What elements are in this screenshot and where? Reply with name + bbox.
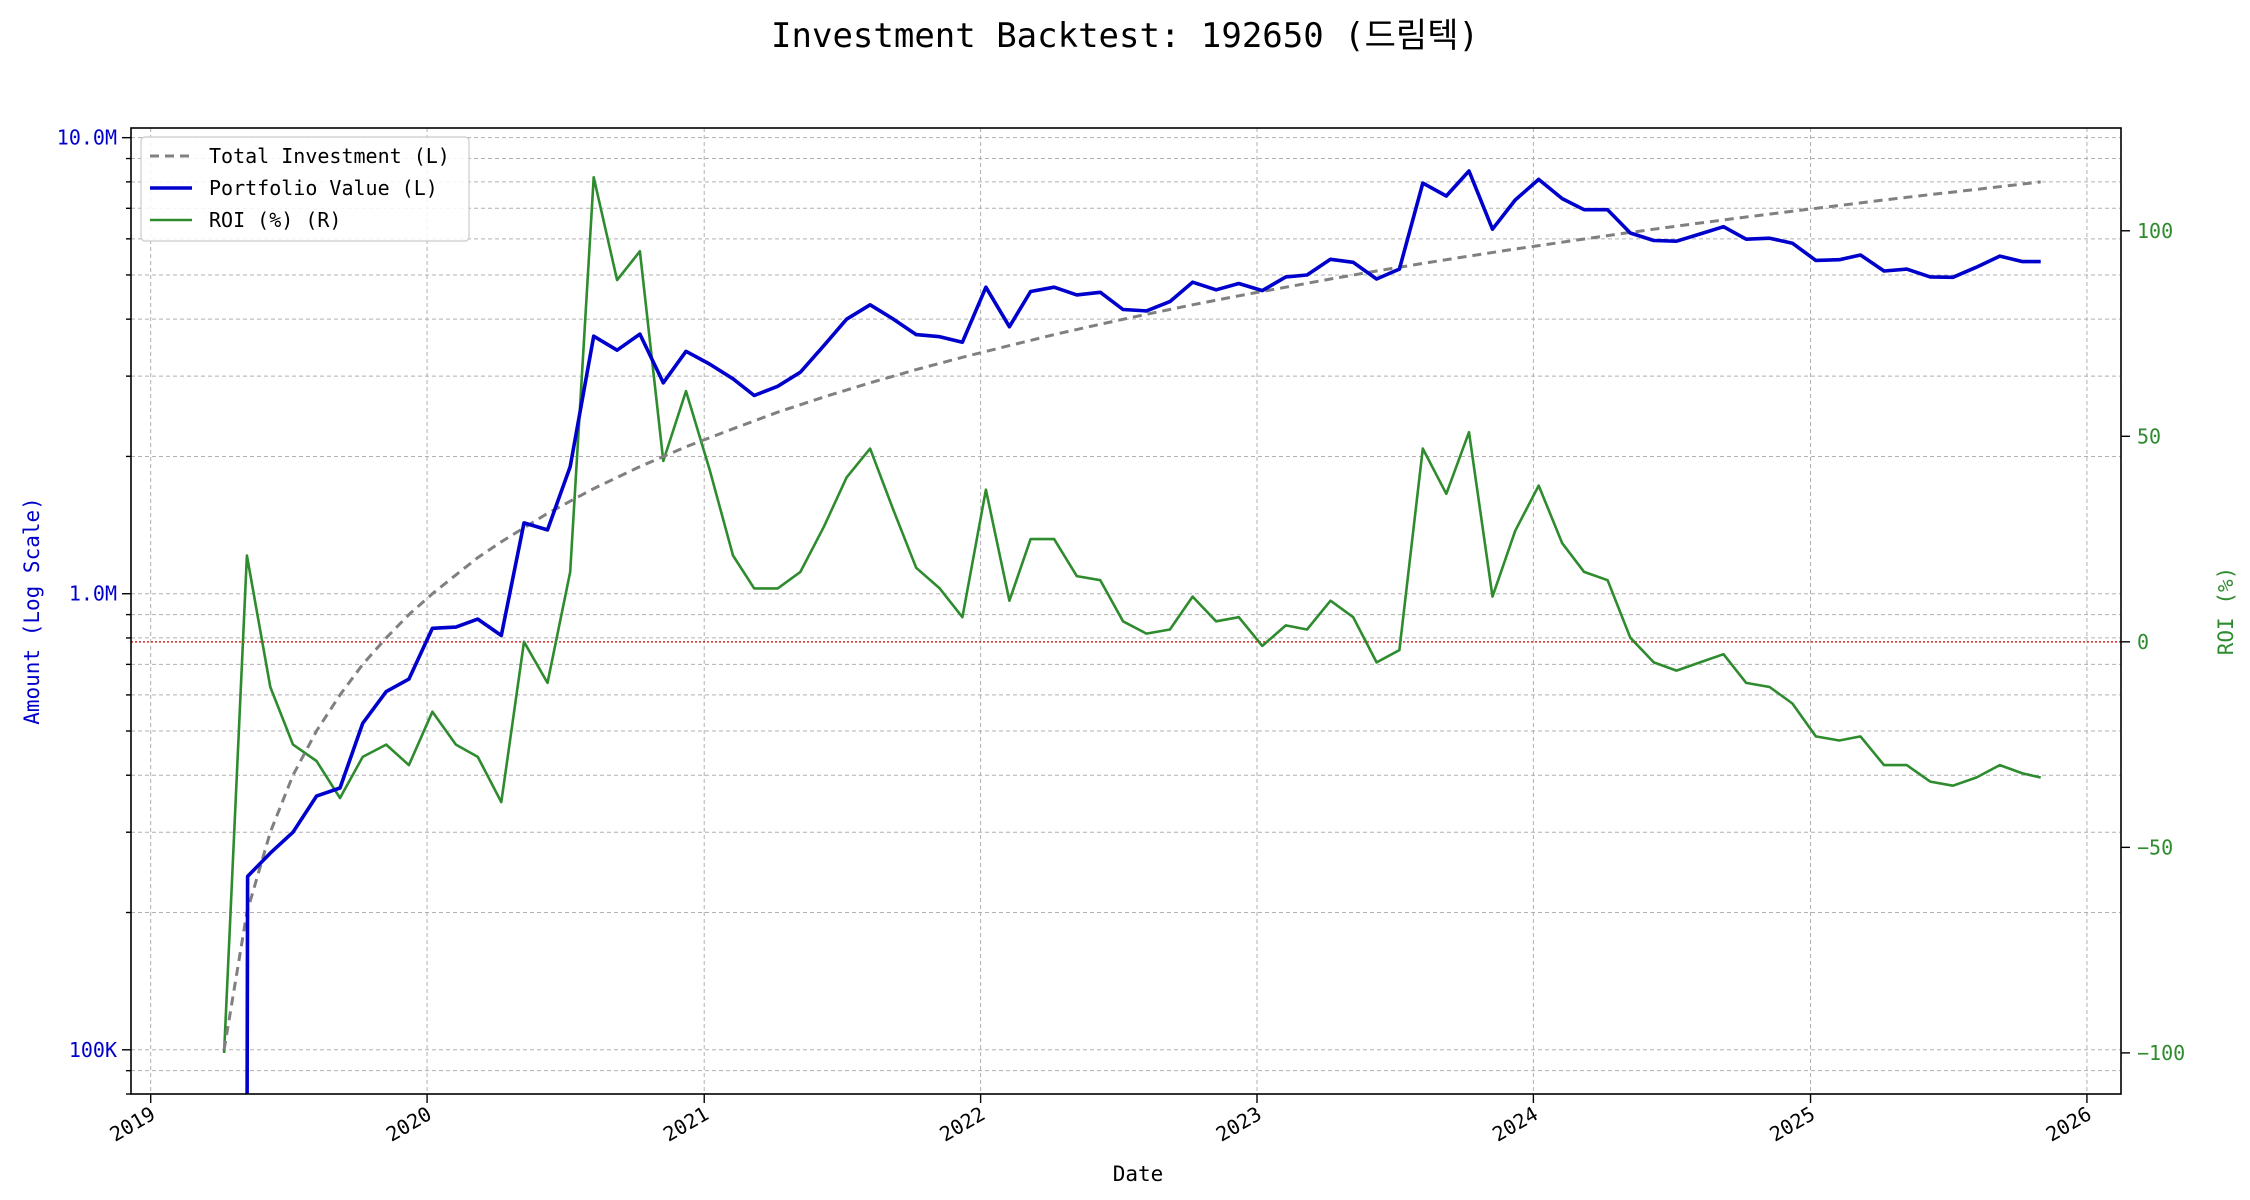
left-tick-label: 10.0M bbox=[57, 126, 117, 150]
legend-label: Total Investment (L) bbox=[209, 144, 450, 168]
x-axis-label: Date bbox=[1113, 1162, 1164, 1186]
right-tick-label: −50 bbox=[2137, 835, 2173, 859]
right-tick-label: 100 bbox=[2137, 219, 2173, 243]
series-portfolio-value bbox=[245, 169, 2041, 1094]
right-tick-label: −100 bbox=[2137, 1041, 2185, 1065]
right-axis-ticks: −100 −50 0 50 100 bbox=[2121, 219, 2185, 1065]
legend-item-total-investment: Total Investment (L) bbox=[150, 144, 450, 168]
chart-title: Investment Backtest: 192650 (드림텍) bbox=[771, 16, 1479, 56]
legend-box bbox=[140, 136, 470, 242]
legend-label: ROI (%) (R) bbox=[209, 208, 341, 232]
right-axis-label: ROI (%) bbox=[2214, 567, 2238, 656]
series-total-investment bbox=[222, 180, 2041, 1051]
right-tick-label: 0 bbox=[2137, 630, 2149, 654]
legend-item-portfolio-value: Portfolio Value (L) bbox=[150, 176, 438, 200]
series-group bbox=[222, 169, 2041, 1094]
plot-frame bbox=[130, 127, 2122, 1095]
legend-label: Portfolio Value (L) bbox=[209, 176, 438, 200]
left-axis-label: Amount (Log Scale) bbox=[20, 497, 44, 725]
left-tick-label: 1.0M bbox=[69, 582, 117, 606]
left-axis-ticks: 100K 1.0M 10.0M bbox=[57, 126, 131, 1095]
legend-item-roi: ROI (%) (R) bbox=[150, 208, 341, 232]
legend: Total Investment (L) Portfolio Value (L) R… bbox=[140, 136, 470, 242]
right-tick-label: 50 bbox=[2137, 424, 2161, 448]
left-tick-label: 100K bbox=[69, 1038, 117, 1062]
series-roi bbox=[222, 176, 2041, 1053]
